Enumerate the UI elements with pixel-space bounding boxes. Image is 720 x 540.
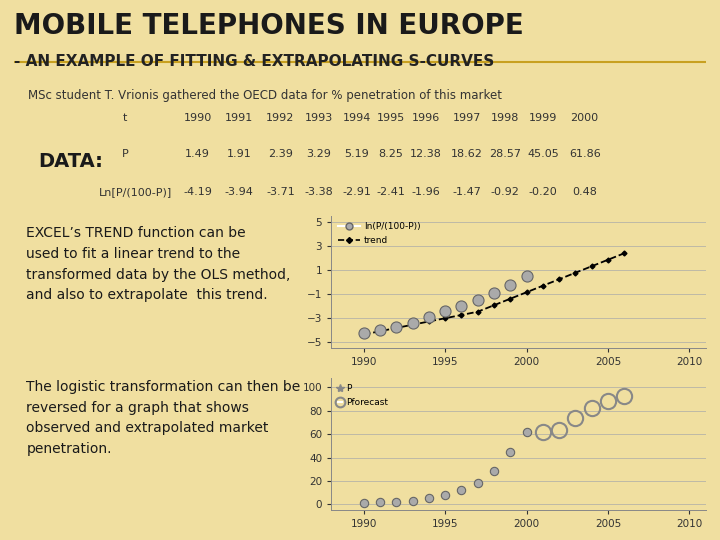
Text: -3.71: -3.71 [266,187,295,197]
Text: -0.92: -0.92 [491,187,520,197]
Text: 1998: 1998 [491,113,519,124]
Text: -1.47: -1.47 [453,187,482,197]
Text: 1.49: 1.49 [185,149,210,159]
Text: 5.19: 5.19 [344,149,369,159]
Legend: P, Pforecast: P, Pforecast [336,382,390,409]
Text: Ln[P/(100-P)]: Ln[P/(100-P)] [99,187,172,197]
Text: 1.91: 1.91 [227,149,251,159]
Text: 12.38: 12.38 [410,149,441,159]
Text: 28.57: 28.57 [489,149,521,159]
Text: 2.39: 2.39 [268,149,293,159]
Text: 1990: 1990 [184,113,212,124]
Text: -2.41: -2.41 [377,187,405,197]
Text: P: P [122,149,128,159]
Text: t: t [123,113,127,124]
Text: 0.48: 0.48 [572,187,597,197]
Text: 1995: 1995 [377,113,405,124]
Text: 1997: 1997 [453,113,482,124]
Text: 1999: 1999 [529,113,557,124]
Legend: ln(P/(100-P)), trend: ln(P/(100-P)), trend [336,220,422,247]
Text: The logistic transformation can then be
reversed for a graph that shows
observed: The logistic transformation can then be … [27,380,301,456]
Text: -4.19: -4.19 [183,187,212,197]
Text: 1991: 1991 [225,113,253,124]
Text: DATA:: DATA: [39,152,104,171]
Text: 1993: 1993 [305,113,333,124]
Text: - AN EXAMPLE OF FITTING & EXTRAPOLATING S-CURVES: - AN EXAMPLE OF FITTING & EXTRAPOLATING … [14,54,495,69]
Text: 2000: 2000 [570,113,599,124]
Text: 1992: 1992 [266,113,294,124]
Text: 8.25: 8.25 [379,149,403,159]
Text: 61.86: 61.86 [569,149,600,159]
Text: EXCEL’s TREND function can be
used to fit a linear trend to the
transformed data: EXCEL’s TREND function can be used to fi… [27,226,291,302]
Text: 3.29: 3.29 [306,149,331,159]
Text: -3.94: -3.94 [225,187,253,197]
Text: 18.62: 18.62 [451,149,483,159]
Text: 1994: 1994 [342,113,371,124]
Text: -3.38: -3.38 [304,187,333,197]
Text: -1.96: -1.96 [411,187,440,197]
Text: -2.91: -2.91 [342,187,371,197]
Text: MSc student T. Vrionis gathered the OECD data for % penetration of this market: MSc student T. Vrionis gathered the OECD… [28,89,503,102]
Text: MOBILE TELEPHONES IN EUROPE: MOBILE TELEPHONES IN EUROPE [14,12,524,39]
Text: 45.05: 45.05 [527,149,559,159]
Text: -0.20: -0.20 [528,187,557,197]
Text: 1996: 1996 [412,113,440,124]
